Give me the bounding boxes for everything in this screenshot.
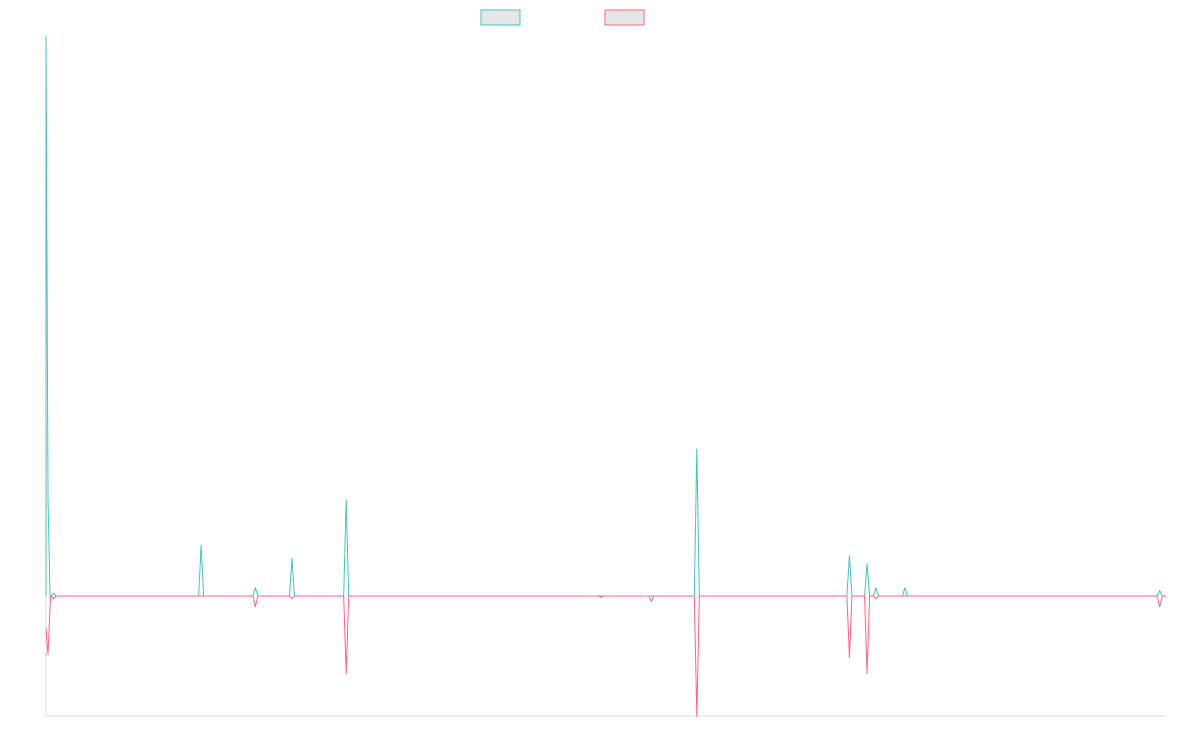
data-point-series-2-2[interactable] (200, 595, 202, 597)
axes (45, 36, 1166, 717)
data-point-series-1-5[interactable] (345, 499, 347, 501)
series-line-2 (45, 595, 1166, 717)
data-point-series-2-3[interactable] (254, 606, 256, 608)
legend (480, 9, 645, 26)
data-point-series-2-7[interactable] (650, 600, 653, 602)
data-point-series-1-11[interactable] (875, 587, 877, 589)
data-point-series-1-4[interactable] (291, 558, 293, 560)
data-point-series-2-8[interactable] (696, 715, 698, 717)
data-point-series-1-3[interactable] (254, 587, 256, 589)
data-point-series-1-1[interactable] (52, 592, 55, 594)
legend-swatch-series-1[interactable] (480, 9, 521, 26)
data-point-series-1-8[interactable] (696, 448, 698, 450)
data-point-series-2-6[interactable] (600, 596, 602, 598)
legend-swatch-series-2[interactable] (604, 9, 645, 26)
data-point-series-1-0[interactable] (45, 35, 47, 37)
data-point-series-2-12[interactable] (904, 595, 906, 597)
data-point-series-2-1[interactable] (52, 598, 55, 600)
data-point-series-2-4[interactable] (291, 598, 293, 600)
data-point-series-2-0[interactable] (45, 654, 47, 656)
data-point-series-2-5[interactable] (345, 672, 347, 674)
data-point-series-1-2[interactable] (200, 544, 202, 546)
data-point-series-1-10[interactable] (866, 563, 868, 565)
data-point-series-1-6[interactable] (600, 595, 602, 597)
data-point-series-2-10[interactable] (866, 672, 868, 674)
data-point-series-2-11[interactable] (875, 598, 877, 600)
data-point-series-2-9[interactable] (848, 656, 851, 658)
data-point-series-2-13[interactable] (1159, 606, 1161, 608)
series-line-1 (45, 35, 1166, 597)
data-point-series-1-12[interactable] (904, 587, 906, 589)
data-point-series-1-7[interactable] (650, 595, 653, 597)
series-layer (45, 35, 1166, 717)
data-point-series-1-9[interactable] (848, 555, 851, 557)
data-point-series-1-13[interactable] (1159, 590, 1161, 592)
